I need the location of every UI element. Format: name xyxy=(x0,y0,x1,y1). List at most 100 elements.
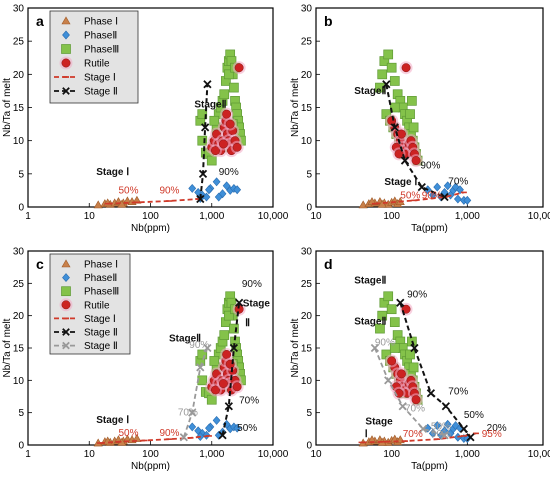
y-tick-label: 10 xyxy=(301,376,313,387)
annotation: 90% xyxy=(375,337,395,348)
phase1-point xyxy=(377,199,387,208)
y-tick-label: 15 xyxy=(13,344,25,355)
x-tick-label: 1,000 xyxy=(199,211,224,222)
rutile-point xyxy=(232,382,242,392)
panel-d: 0 5 10 15 20 25 30 10 100 1,000 10,000 Ta(ppm) Nb/Ta… xyxy=(290,247,550,473)
stage2-marker xyxy=(229,343,239,353)
x-tick-label: 1,000 xyxy=(455,449,480,460)
annotation: Ⅰ xyxy=(365,429,368,440)
phase3-point xyxy=(219,330,230,340)
panel-label: d xyxy=(324,256,333,272)
x-tick-label: 100 xyxy=(142,449,159,460)
phase3-point xyxy=(389,317,400,327)
phase3-point xyxy=(383,49,394,60)
stage2-marker xyxy=(466,433,475,442)
annotation: 70% xyxy=(239,396,259,407)
phase3-point xyxy=(197,109,208,119)
panel-c: 0 5 10 15 20 25 30 1 10 100 1,000 10,000 Nb(ppm) Nb/T… xyxy=(2,247,289,473)
line-stage2 xyxy=(396,298,475,442)
stage2-marker xyxy=(440,192,449,202)
series-rutile xyxy=(205,61,246,158)
annotation: 70% xyxy=(178,407,198,418)
rutile-point xyxy=(232,142,242,152)
phase3-point xyxy=(377,69,388,80)
legend-label: Stage Ⅰ xyxy=(84,73,116,84)
phase2-point xyxy=(443,181,452,191)
stage2_gray-marker xyxy=(384,376,393,385)
rutile-point xyxy=(397,129,406,139)
series-rutile xyxy=(205,302,246,397)
legend-phase2-symbol xyxy=(62,30,70,40)
annotation: StageⅡ xyxy=(354,86,386,97)
legend-label: Stage Ⅱ xyxy=(84,87,118,98)
phase3-point xyxy=(405,109,415,119)
rutile-point xyxy=(387,356,397,366)
phase3-point xyxy=(383,291,394,302)
annotation: StageⅡ xyxy=(194,100,226,111)
rutile-point xyxy=(211,146,220,156)
phase2-point xyxy=(222,181,231,191)
annotation: 90% xyxy=(159,186,179,197)
legend-label: Rutile xyxy=(84,300,110,311)
x-tick-label: 10 xyxy=(84,211,96,222)
phase2-point xyxy=(205,423,213,433)
legend-phase1-symbol xyxy=(61,16,71,25)
annotation: Stage Ⅰ xyxy=(384,177,417,188)
phase3-point xyxy=(206,155,217,166)
stage2_gray-marker xyxy=(179,433,188,442)
legend-label: Phase Ⅰ xyxy=(84,17,118,28)
phase2-point xyxy=(233,185,242,195)
stage2-marker xyxy=(235,298,244,307)
phase3-point xyxy=(407,96,417,106)
stage2_gray-marker xyxy=(196,363,205,372)
annotation: Stage Ⅰ xyxy=(96,167,129,178)
stage2-marker xyxy=(218,431,227,440)
x-tick-label: 10 xyxy=(310,211,322,222)
phase3-point xyxy=(386,62,397,73)
phase3-point xyxy=(223,310,234,321)
phase2-point xyxy=(233,423,242,433)
stage2-path xyxy=(221,302,241,436)
legend-phase3-symbol xyxy=(61,286,71,297)
y-tick-label: 5 xyxy=(306,408,312,419)
x-axis-label: Ta(ppm) xyxy=(411,223,448,234)
panel-b: 0 5 10 15 20 25 30 10 100 1,000 10,000 Ta(ppm) Nb/Ta… xyxy=(290,4,550,235)
phase3-point xyxy=(386,304,397,315)
stage2-path xyxy=(199,84,209,200)
line-stage1 xyxy=(358,432,479,444)
stage2-marker xyxy=(459,424,469,433)
legend-label: PhaseⅢ xyxy=(84,45,119,56)
y-tick-label: 5 xyxy=(18,169,24,180)
y-tick-label: 0 xyxy=(18,441,24,452)
phase2-point xyxy=(188,183,197,193)
rutile-point xyxy=(218,379,228,389)
y-tick-label: 0 xyxy=(306,203,312,214)
stage1-path xyxy=(99,435,209,444)
line-stage2 xyxy=(196,80,212,204)
phase3-point xyxy=(197,349,208,360)
stage2-marker xyxy=(441,402,450,411)
annotation: 90% xyxy=(431,429,451,440)
phase2-point xyxy=(433,182,442,192)
stage2-marker xyxy=(224,402,233,411)
annotation: 90% xyxy=(159,428,179,439)
y-tick-label: 20 xyxy=(301,70,313,81)
phase3-point xyxy=(377,310,388,321)
annotation: 90% xyxy=(189,340,209,351)
annotation: 50% xyxy=(431,421,451,432)
y-tick-label: 20 xyxy=(13,70,25,81)
y-tick-label: 10 xyxy=(13,136,25,147)
rutile-point xyxy=(222,109,232,119)
legend-panel-a: Phase Ⅰ PhaseⅡ PhaseⅢ Rutile Stage Ⅰ Stage Ⅱ xyxy=(49,10,139,104)
phase3-point xyxy=(219,89,230,100)
x-tick-label: 1,000 xyxy=(455,211,480,222)
phase2-point xyxy=(202,192,211,202)
phase3-point xyxy=(223,69,234,80)
annotation: 95% xyxy=(482,429,502,440)
phase3-point xyxy=(375,82,385,93)
x-tick-label: 100 xyxy=(383,211,400,222)
x-tick-label: 1 xyxy=(25,449,31,460)
phase2-point xyxy=(212,415,221,425)
legend-stage2-marker xyxy=(62,328,70,336)
y-tick-label: 0 xyxy=(18,203,24,214)
